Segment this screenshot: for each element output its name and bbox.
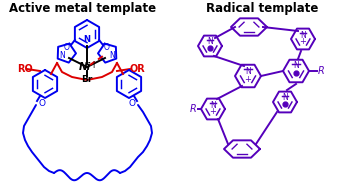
Text: R: R bbox=[189, 104, 196, 114]
Text: RO: RO bbox=[17, 64, 33, 74]
Text: +: + bbox=[209, 108, 216, 116]
Text: Br: Br bbox=[81, 74, 93, 84]
Text: O: O bbox=[64, 43, 70, 53]
Text: N: N bbox=[300, 30, 306, 40]
Text: N: N bbox=[210, 101, 216, 109]
Text: N: N bbox=[83, 36, 90, 44]
Text: N: N bbox=[109, 50, 115, 60]
Text: +: + bbox=[299, 37, 306, 46]
Text: N: N bbox=[245, 67, 251, 75]
Text: Radical template: Radical template bbox=[206, 2, 318, 15]
Text: N: N bbox=[59, 50, 65, 60]
Text: N: N bbox=[207, 37, 213, 46]
Text: +: + bbox=[245, 74, 251, 84]
Text: I: I bbox=[92, 60, 94, 70]
Text: O: O bbox=[104, 43, 110, 53]
Text: N: N bbox=[282, 94, 288, 102]
Text: Active metal template: Active metal template bbox=[9, 2, 157, 15]
Text: Ni: Ni bbox=[79, 62, 91, 72]
Text: OR: OR bbox=[130, 64, 146, 74]
Text: O: O bbox=[128, 98, 135, 108]
Text: N: N bbox=[293, 61, 299, 70]
Text: R: R bbox=[318, 66, 325, 76]
Text: O: O bbox=[38, 98, 45, 108]
